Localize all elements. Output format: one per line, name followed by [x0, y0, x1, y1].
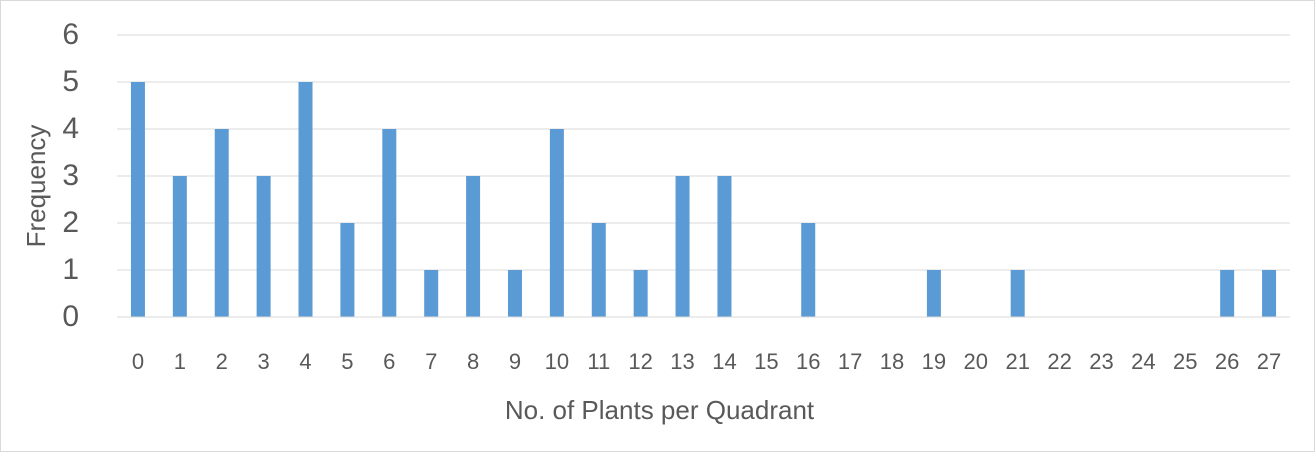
y-tick-label: 4 [62, 112, 79, 145]
y-axis-tick-labels: 0 1 2 3 4 5 6 [62, 18, 79, 333]
x-tick-label: 3 [258, 349, 270, 374]
bar [591, 223, 606, 317]
bar [675, 176, 690, 317]
gridlines [117, 34, 1290, 271]
x-tick-label: 12 [628, 349, 652, 374]
y-tick-label: 2 [62, 206, 79, 239]
x-tick-label: 14 [712, 349, 736, 374]
bar [298, 82, 313, 317]
x-tick-label: 23 [1089, 349, 1113, 374]
x-tick-label: 13 [670, 349, 694, 374]
bar [130, 82, 145, 317]
bar [926, 270, 941, 317]
x-tick-label: 16 [796, 349, 820, 374]
x-tick-label: 11 [587, 349, 610, 374]
x-tick-label: 26 [1215, 349, 1239, 374]
x-tick-label: 0 [132, 349, 144, 374]
bar [507, 270, 522, 317]
x-tick-label: 24 [1131, 349, 1155, 374]
x-tick-label: 17 [838, 349, 862, 374]
bar [214, 129, 229, 317]
bar [256, 176, 271, 317]
y-tick-label: 6 [62, 18, 79, 51]
bar [382, 129, 397, 317]
x-tick-label: 22 [1047, 349, 1071, 374]
x-tick-label: 5 [341, 349, 353, 374]
y-tick-label: 5 [62, 65, 79, 98]
bars [130, 82, 1277, 317]
bar [340, 223, 355, 317]
x-tick-label: 18 [880, 349, 904, 374]
bar [633, 270, 648, 317]
x-tick-label: 9 [509, 349, 521, 374]
x-tick-label: 7 [425, 349, 437, 374]
bar [1220, 270, 1235, 317]
x-tick-label: 25 [1173, 349, 1197, 374]
x-tick-label: 21 [1005, 349, 1029, 374]
x-axis-title: No. of Plants per Quadrant [505, 395, 815, 425]
bar [1262, 270, 1277, 317]
bar [466, 176, 481, 317]
y-tick-label: 0 [62, 300, 79, 333]
x-tick-label: 8 [467, 349, 479, 374]
x-tick-label: 20 [964, 349, 988, 374]
x-tick-label: 1 [174, 349, 186, 374]
x-tick-label: 10 [545, 349, 569, 374]
x-tick-label: 27 [1257, 349, 1281, 374]
x-tick-label: 6 [383, 349, 395, 374]
bar [172, 176, 187, 317]
bar [424, 270, 439, 317]
y-tick-label: 3 [62, 159, 79, 192]
x-axis-tick-labels: 0 1 2 3 4 5 6 7 8 9 10 11 12 13 14 15 16 17 18 19 20 21 22 23 24… [132, 349, 1281, 374]
y-tick-label: 1 [62, 253, 79, 286]
bar [717, 176, 732, 317]
bar [549, 129, 564, 317]
x-tick-label: 2 [216, 349, 228, 374]
x-tick-label: 15 [754, 349, 778, 374]
bar [1010, 270, 1025, 317]
y-axis-title: Frequency [21, 125, 51, 248]
bar [801, 223, 816, 317]
x-tick-label: 19 [922, 349, 946, 374]
x-tick-label: 4 [299, 349, 311, 374]
